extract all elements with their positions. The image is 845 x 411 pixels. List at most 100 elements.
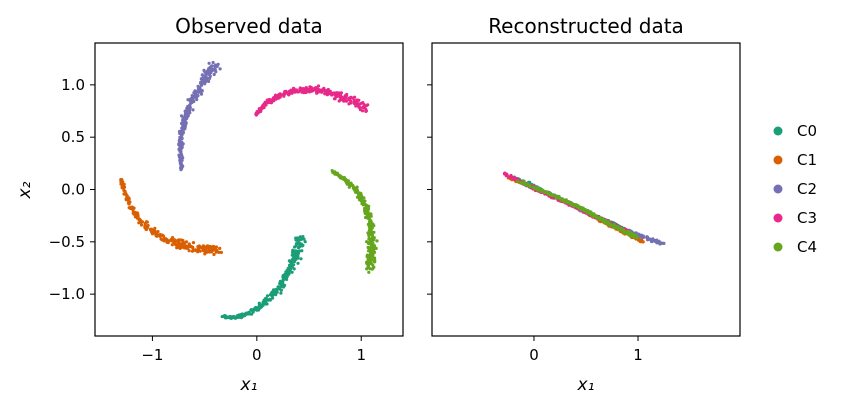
axes-frame-reconstructed — [431, 42, 741, 337]
data-point — [285, 271, 290, 275]
data-point — [508, 175, 512, 179]
legend-marker — [773, 184, 783, 194]
data-point — [187, 104, 191, 108]
data-point — [253, 307, 257, 311]
data-point — [180, 165, 184, 169]
data-point — [522, 181, 526, 186]
data-point — [280, 282, 284, 286]
data-point — [294, 238, 298, 242]
data-point — [211, 60, 215, 65]
data-point — [186, 107, 191, 111]
data-point — [356, 191, 360, 195]
data-point — [298, 235, 302, 239]
data-point — [335, 91, 339, 95]
data-point — [372, 250, 377, 254]
data-point — [162, 238, 166, 242]
data-point — [209, 66, 213, 70]
data-point — [374, 246, 378, 250]
data-point — [156, 230, 160, 234]
data-point — [301, 243, 305, 247]
panel-title-observed: Observed data — [175, 14, 323, 38]
data-point — [611, 223, 615, 227]
data-point — [511, 177, 515, 181]
data-point — [264, 302, 268, 306]
series-c3 — [254, 84, 370, 117]
data-point — [371, 238, 375, 242]
data-point — [259, 304, 263, 308]
data-point — [354, 104, 358, 108]
data-point — [367, 216, 371, 220]
data-point — [123, 189, 127, 193]
plot-area-reconstructed — [502, 171, 666, 246]
data-point — [171, 236, 175, 240]
legend-marker — [773, 242, 783, 252]
data-point — [199, 92, 204, 96]
series-c4 — [516, 179, 640, 240]
data-point — [372, 230, 376, 234]
data-point — [170, 243, 174, 247]
data-point — [337, 173, 341, 177]
data-point — [653, 239, 657, 243]
data-point — [294, 244, 298, 248]
data-point — [296, 246, 301, 250]
data-point — [299, 257, 303, 261]
data-point — [363, 210, 367, 215]
data-point — [302, 89, 307, 94]
data-point — [641, 235, 646, 239]
data-point — [329, 92, 333, 96]
data-point — [358, 195, 362, 199]
data-point — [165, 240, 169, 244]
data-point — [345, 182, 349, 186]
data-point — [358, 108, 362, 112]
data-point — [317, 88, 321, 92]
data-point — [589, 211, 593, 215]
data-point — [368, 267, 372, 271]
data-point — [222, 314, 226, 318]
data-point — [269, 100, 273, 104]
data-point — [204, 78, 208, 82]
data-point — [352, 99, 356, 104]
data-point — [526, 183, 530, 187]
data-point — [214, 63, 218, 67]
data-point — [294, 249, 298, 253]
data-point — [207, 69, 211, 73]
data-point — [288, 260, 292, 264]
data-point — [181, 124, 185, 128]
data-point — [355, 195, 360, 199]
x-tick-label: −1 — [141, 346, 163, 364]
legend-item-c4: C4 — [773, 238, 817, 256]
y-tick-label: −1.0 — [49, 285, 85, 303]
legend-item-c3: C3 — [773, 209, 817, 227]
data-point — [180, 133, 184, 137]
data-point — [183, 113, 187, 118]
data-point — [295, 254, 299, 258]
data-point — [364, 215, 368, 220]
data-point — [366, 103, 370, 107]
x-tick-label: 1 — [356, 346, 366, 364]
data-point — [368, 249, 373, 253]
data-point — [325, 93, 329, 97]
data-point — [190, 94, 194, 98]
data-point — [367, 204, 371, 208]
data-point — [186, 98, 190, 102]
data-point — [256, 308, 261, 312]
data-point — [145, 220, 149, 224]
data-point — [630, 233, 634, 237]
data-point — [244, 313, 248, 317]
legend-label: C3 — [797, 209, 817, 227]
data-point — [181, 121, 185, 126]
data-point — [271, 296, 275, 300]
data-point — [270, 291, 274, 295]
data-point — [301, 235, 305, 239]
data-point — [208, 247, 212, 251]
data-point — [354, 187, 359, 191]
series-c2 — [177, 60, 222, 172]
data-point — [283, 275, 287, 279]
x-tick-label: 0 — [529, 346, 539, 364]
legend-marker — [773, 213, 783, 223]
data-point — [558, 197, 562, 201]
data-point — [196, 84, 200, 88]
data-point — [285, 277, 289, 281]
data-point — [283, 92, 287, 96]
